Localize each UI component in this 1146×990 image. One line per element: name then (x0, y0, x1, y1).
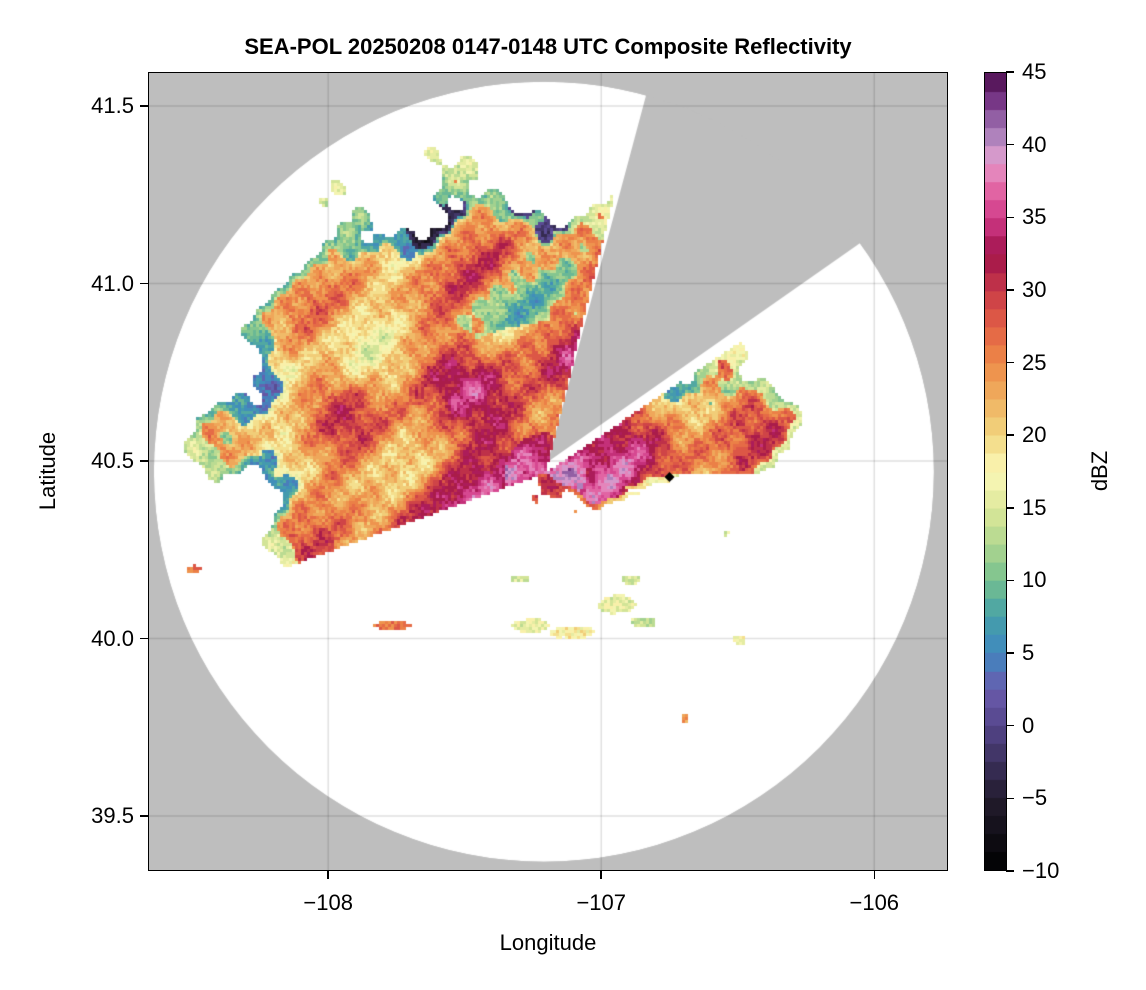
colorbar-tick-mark (1006, 507, 1014, 509)
colorbar-tick-mark (1006, 870, 1014, 872)
colorbar-tick-label: 30 (1022, 276, 1047, 302)
colorbar-tick-label: 15 (1022, 494, 1047, 520)
colorbar (984, 72, 1007, 871)
plot-area (148, 72, 948, 871)
y-tick-label: 41.5 (91, 93, 134, 119)
x-axis-label: Longitude (499, 930, 597, 955)
y-tick-mark (140, 282, 148, 285)
colorbar-tick-mark (1006, 143, 1014, 146)
x-tick-label: −106 (849, 890, 900, 915)
x-tick-mark (327, 871, 329, 879)
colorbar-tick-label: 25 (1022, 349, 1047, 375)
colorbar-tick-label: −5 (1022, 785, 1048, 811)
colorbar-tick-mark (1006, 797, 1014, 800)
colorbar-tick-mark (1006, 289, 1014, 291)
x-tick-label: −108 (303, 890, 353, 915)
colorbar-tick-label: 35 (1022, 204, 1047, 230)
y-tick-mark (140, 815, 148, 817)
y-tick-label: 40.0 (91, 625, 134, 651)
colorbar-tick-label: 5 (1022, 640, 1035, 666)
colorbar-tick-mark (1006, 724, 1014, 727)
y-tick-label: 41.0 (91, 270, 134, 296)
x-tick-mark (873, 871, 876, 879)
reflectivity-field (148, 72, 948, 871)
x-tick-mark (600, 871, 602, 879)
colorbar-tick-label: 45 (1022, 59, 1047, 84)
y-tick-label: 39.5 (91, 802, 134, 828)
colorbar-tick-mark (1006, 652, 1014, 654)
y-tick-label: 40.5 (91, 448, 134, 474)
colorbar-tick-mark (1006, 434, 1014, 436)
colorbar-tick-mark (1006, 579, 1014, 582)
y-axis-label: Latitude (35, 431, 60, 511)
x-tick-label: −107 (576, 890, 627, 915)
colorbar-tick-label: −10 (1022, 858, 1060, 883)
y-tick-mark (140, 460, 148, 462)
colorbar-label: dBZ (1087, 450, 1112, 492)
colorbar-tick-mark (1006, 71, 1014, 73)
colorbar-tick-mark (1006, 361, 1014, 364)
y-tick-mark (140, 105, 148, 107)
colorbar-tick-label: 20 (1022, 422, 1047, 448)
colorbar-tick-label: 10 (1022, 567, 1047, 593)
chart-title: SEA-POL 20250208 0147-0148 UTC Composite… (244, 34, 852, 59)
y-tick-mark (140, 637, 148, 640)
colorbar-tick-label: 40 (1022, 131, 1047, 157)
colorbar-tick-label: 0 (1022, 712, 1035, 738)
colorbar-tick-mark (1006, 216, 1014, 219)
